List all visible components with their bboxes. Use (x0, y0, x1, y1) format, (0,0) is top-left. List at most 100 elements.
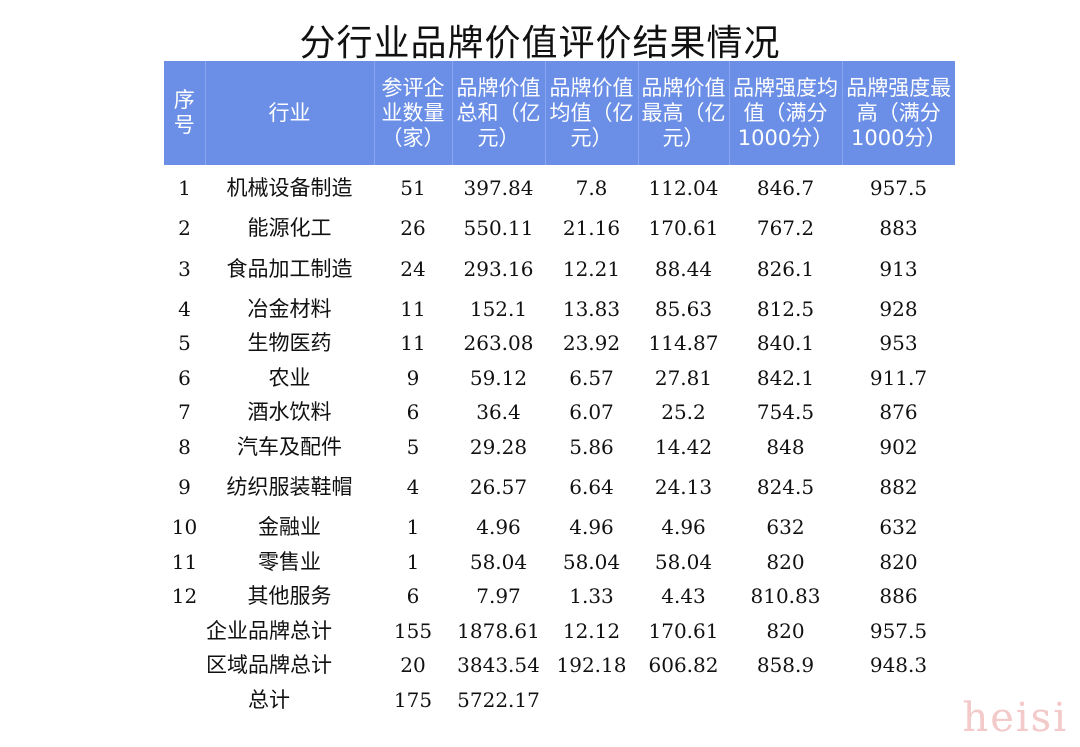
cell-brand-value-sum: 1878.61 (457, 618, 540, 643)
cell-industry: 零售业 (258, 549, 321, 574)
cell-brand-strength-max: 882 (879, 475, 918, 499)
cell-brand-strength-avg: 858.9 (756, 653, 815, 678)
cell-brand-value-avg: 6.57 (569, 365, 614, 390)
cell-brand-value-sum: 29.28 (469, 434, 528, 459)
cell-brand-value-max: 4.96 (661, 515, 706, 540)
cell-brand-value-avg: 6.64 (569, 475, 614, 499)
table-row: 10 金融业 1 4.96 4.96 4.96 632 632 (164, 510, 955, 545)
total-row: 区域品牌总计 20 3843.54 192.18 606.82 858.9 948.3 (164, 648, 955, 683)
industry-brand-table: 序号 行业 参评企业数量（家） 品牌价值总和（亿元） 品牌价值均值（亿元） 品牌… (164, 61, 955, 717)
cell-company-count: 1 (406, 549, 420, 574)
cell-brand-strength-avg: 826.1 (756, 256, 815, 281)
cell-industry: 农业 (268, 365, 311, 390)
cell-industry: 汽车及配件 (237, 434, 342, 459)
header-brand-strength-avg: 品牌强度均值（满分1000分） (729, 61, 843, 165)
cell-brand-value-sum: 293.16 (463, 256, 534, 281)
cell-brand-value-sum: 5722.17 (457, 687, 540, 712)
cell-brand-value-max: 14.42 (654, 434, 713, 459)
cell-brand-strength-avg: 812.5 (756, 296, 815, 321)
cell-company-count: 24 (400, 256, 426, 281)
cell-brand-strength-max (842, 683, 955, 718)
cell-brand-strength-avg: 842.1 (756, 365, 815, 390)
cell-brand-strength-max: 886 (879, 584, 918, 609)
table-row: 2 能源化工 26 550.11 21.16 170.61 767.2 883 (164, 211, 955, 246)
cell-company-count: 4 (406, 475, 420, 499)
header-company-count: 参评企业数量（家） (374, 61, 453, 165)
cell-company-count: 155 (393, 618, 433, 643)
cell-brand-strength-avg: 820 (766, 549, 805, 574)
cell-brand-value-max: 25.2 (661, 400, 706, 425)
cell-brand-value-avg: 192.18 (556, 653, 627, 678)
cell-total-label: 总计 (248, 687, 290, 712)
cell-brand-value-sum: 152.1 (469, 296, 528, 321)
cell-brand-value-sum: 550.11 (463, 216, 534, 241)
cell-company-count: 11 (400, 296, 426, 321)
cell-brand-strength-avg: 848 (766, 434, 805, 459)
cell-serial-no: 2 (178, 216, 191, 241)
cell-company-count: 1 (406, 515, 420, 540)
cell-industry: 其他服务 (247, 584, 332, 609)
cell-brand-strength-avg: 632 (766, 515, 805, 540)
header-brand-value-sum: 品牌价值总和（亿元） (452, 61, 546, 165)
cell-industry: 金融业 (258, 515, 321, 540)
cell-brand-value-avg: 6.07 (569, 400, 614, 425)
cell-brand-value-max: 170.61 (648, 216, 719, 241)
cell-serial-no: 7 (178, 400, 191, 425)
header-brand-strength-max: 品牌强度最高（满分1000分） (842, 61, 955, 165)
cell-serial-no: 8 (178, 434, 191, 459)
cell-brand-strength-max: 911.7 (869, 365, 928, 390)
cell-brand-value-avg: 58.04 (562, 549, 621, 574)
cell-company-count: 6 (406, 400, 420, 425)
cell-brand-value-max: 606.82 (648, 653, 719, 678)
cell-brand-value-max: 4.43 (661, 584, 706, 609)
cell-serial-no: 5 (178, 331, 191, 356)
page-title: 分行业品牌价值评价结果情况 (299, 23, 781, 64)
cell-brand-strength-avg: 754.5 (756, 400, 815, 425)
cell-brand-value-max: 114.87 (648, 331, 719, 356)
cell-brand-value-avg: 12.21 (562, 256, 621, 281)
cell-serial-no: 9 (178, 475, 191, 499)
cell-brand-value-sum: 263.08 (463, 331, 534, 356)
cell-brand-strength-max: 876 (879, 400, 918, 425)
cell-company-count: 20 (400, 653, 426, 678)
cell-brand-value-sum: 59.12 (469, 365, 528, 390)
cell-industry: 机械设备制造 (226, 176, 353, 200)
header-serial-no: 序号 (164, 61, 206, 165)
cell-serial-no: 11 (171, 549, 198, 574)
cell-brand-strength-max: 928 (879, 296, 918, 321)
cell-brand-strength-avg: 810.83 (750, 584, 821, 609)
cell-industry: 食品加工制造 (226, 256, 353, 281)
cell-brand-value-max: 170.61 (648, 618, 719, 643)
total-row: 总计 175 5722.17 (164, 683, 955, 718)
table-row: 8 汽车及配件 5 29.28 5.86 14.42 848 902 (164, 430, 955, 465)
cell-brand-value-avg: 5.86 (569, 434, 614, 459)
cell-company-count: 11 (400, 331, 426, 356)
cell-company-count: 6 (406, 584, 420, 609)
cell-brand-value-avg: 13.83 (562, 296, 621, 321)
cell-brand-strength-max: 953 (879, 331, 918, 356)
cell-brand-strength-avg: 840.1 (756, 331, 815, 356)
cell-brand-strength-max: 820 (879, 549, 918, 574)
cell-brand-strength-max: 883 (879, 216, 918, 241)
cell-total-label: 企业品牌总计 (206, 618, 332, 643)
cell-brand-value-sum: 3843.54 (457, 653, 540, 678)
cell-brand-value-max: 88.44 (654, 256, 713, 281)
cell-company-count: 5 (406, 434, 420, 459)
cell-brand-value-avg: 12.12 (562, 618, 621, 643)
cell-serial-no: 4 (178, 296, 191, 321)
cell-brand-value-max: 27.81 (654, 365, 713, 390)
cell-brand-value-avg: 23.92 (562, 331, 621, 356)
cell-industry: 纺织服装鞋帽 (226, 475, 353, 499)
cell-industry: 生物医药 (247, 331, 332, 356)
header-industry: 行业 (205, 61, 375, 165)
table-row: 11 零售业 1 58.04 58.04 58.04 820 820 (164, 545, 955, 580)
table-row: 9 纺织服装鞋帽 4 26.57 6.64 24.13 824.5 882 (164, 464, 955, 510)
cell-brand-value-avg: 21.16 (562, 216, 621, 241)
cell-brand-value-max (638, 683, 729, 718)
watermark: heisi (962, 695, 1068, 741)
cell-brand-value-avg: 4.96 (569, 515, 614, 540)
cell-brand-value-max: 112.04 (648, 176, 719, 200)
table-row: 1 机械设备制造 51 397.84 7.8 112.04 846.7 957.5 (164, 165, 955, 211)
cell-total-label: 区域品牌总计 (206, 653, 332, 678)
header-brand-value-max: 品牌价值最高（亿元） (638, 61, 730, 165)
